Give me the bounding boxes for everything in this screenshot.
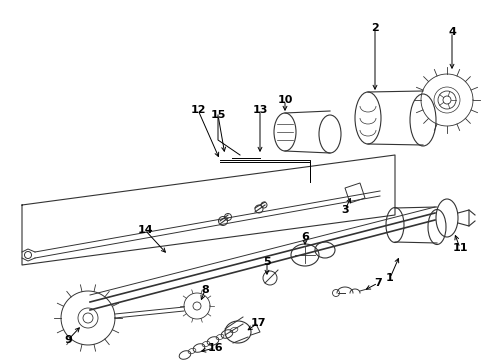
Text: 13: 13 [252,105,268,115]
Text: 1: 1 [386,273,394,283]
Text: 11: 11 [452,243,468,253]
Text: 12: 12 [190,105,206,115]
Text: 17: 17 [250,318,266,328]
Text: 10: 10 [277,95,293,105]
Text: 6: 6 [301,232,309,242]
Text: 9: 9 [64,335,72,345]
Text: 7: 7 [374,278,382,288]
Text: 2: 2 [371,23,379,33]
Text: 4: 4 [448,27,456,37]
Text: 3: 3 [341,205,349,215]
Text: 16: 16 [207,343,223,353]
Text: 15: 15 [210,110,226,120]
Text: 8: 8 [201,285,209,295]
Text: 14: 14 [137,225,153,235]
Text: 5: 5 [263,257,271,267]
